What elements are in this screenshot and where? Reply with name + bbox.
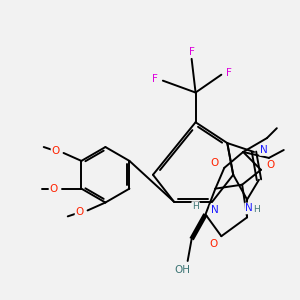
Text: O: O — [209, 239, 217, 249]
Text: OH: OH — [175, 265, 191, 275]
Text: O: O — [76, 207, 84, 218]
Text: O: O — [50, 184, 58, 194]
Text: F: F — [189, 47, 194, 57]
Text: N: N — [260, 145, 268, 155]
Text: O: O — [52, 146, 60, 156]
Text: N: N — [211, 206, 218, 215]
Text: N: N — [245, 203, 253, 214]
Text: O: O — [267, 160, 275, 170]
Text: H: H — [192, 202, 199, 211]
Text: O: O — [210, 158, 218, 168]
Text: F: F — [226, 68, 232, 78]
Text: F: F — [152, 74, 158, 84]
Text: H: H — [254, 205, 260, 214]
